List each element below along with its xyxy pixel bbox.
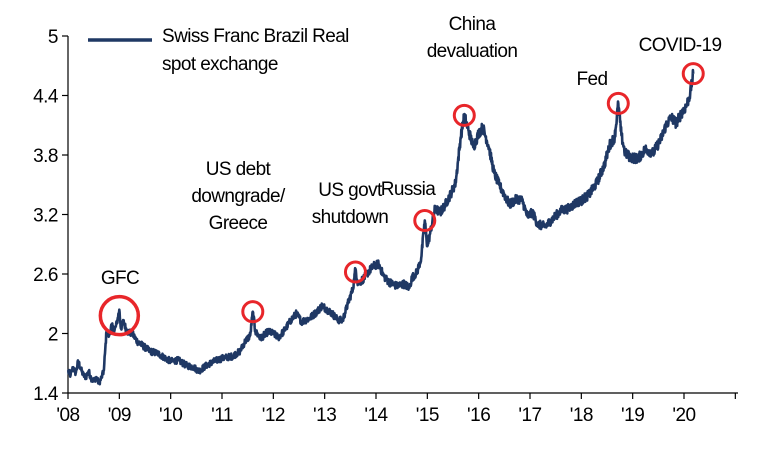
axes xyxy=(67,36,738,394)
highlight-circle xyxy=(241,300,265,324)
annotation-group: GFC US debt downgrade/Greece US govt shutdow… xyxy=(101,14,722,289)
highlight-circle xyxy=(606,91,630,115)
annotation-label: China xyxy=(449,14,497,35)
annotation-label: Russia xyxy=(381,179,437,200)
x-tick-label: '10 xyxy=(159,405,182,426)
y-tick-label: 2.6 xyxy=(33,265,58,286)
annotation-label: US govt xyxy=(318,180,383,201)
y-tick-label: 5 xyxy=(48,27,58,48)
annotation-label: shutdown xyxy=(312,207,389,228)
x-tick-label: '11 xyxy=(211,405,233,426)
x-tick-label: '09 xyxy=(108,405,131,426)
x-tick-label: '16 xyxy=(467,405,490,426)
legend-label-line-2: spot exchange xyxy=(162,54,278,75)
highlight-circle xyxy=(413,208,437,232)
x-tick-group: '08 '09 '10 '11 '12 '13 '14 '15 '16 '17 '18 '19 '20 xyxy=(56,393,736,426)
x-tick-label: '08 xyxy=(56,405,79,426)
annotation-label: devaluation xyxy=(427,41,518,62)
series-line xyxy=(66,68,695,386)
annotation-label: COVID-19 xyxy=(639,35,722,56)
legend-label-line-1: Swiss Franc Brazil Real xyxy=(162,26,349,47)
annotation-label: US debt xyxy=(206,159,272,180)
x-tick-label: '15 xyxy=(416,405,439,426)
x-tick-label: '12 xyxy=(262,405,285,426)
annotation-label: Greece xyxy=(209,213,268,234)
highlight-circle xyxy=(452,103,476,127)
annotation-label: Fed xyxy=(577,69,608,90)
annotation-label: GFC xyxy=(101,268,139,289)
y-tick-label: 1.4 xyxy=(33,384,59,405)
y-tick-group: 1.4 2 2.6 3.2 3.8 4.4 5 xyxy=(33,27,68,405)
highlight-circle xyxy=(681,62,705,86)
y-tick-label: 2 xyxy=(48,325,58,346)
y-tick-label: 3.8 xyxy=(33,146,58,167)
highlight-circle xyxy=(98,294,141,337)
y-tick-label: 4.4 xyxy=(33,87,59,108)
x-tick-label: '13 xyxy=(313,405,336,426)
highlight-circle xyxy=(343,260,367,284)
legend: Swiss Franc Brazil Real spot exchange xyxy=(88,26,349,75)
x-tick-label: '17 xyxy=(518,405,541,426)
y-tick-label: 3.2 xyxy=(33,206,58,227)
annotation-label: downgrade/ xyxy=(191,186,286,207)
x-tick-label: '20 xyxy=(672,405,695,426)
x-tick-label: '19 xyxy=(621,405,644,426)
x-tick-label: '14 xyxy=(364,405,388,426)
highlight-circle-group xyxy=(98,62,705,337)
x-tick-label: '18 xyxy=(570,405,593,426)
